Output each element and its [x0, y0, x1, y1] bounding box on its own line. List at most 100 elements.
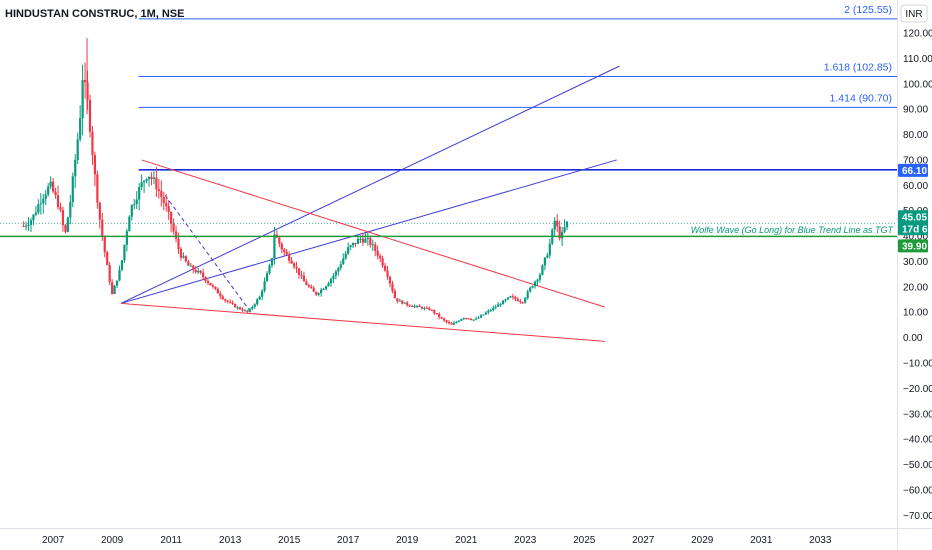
candle-body — [27, 224, 30, 226]
candle-body — [349, 245, 352, 248]
candle-body — [501, 300, 505, 305]
candle-body — [241, 309, 244, 311]
candle-body — [386, 270, 389, 277]
y-tick-label: 100.00 — [903, 79, 932, 90]
y-tick-label: 80.00 — [903, 130, 928, 141]
currency-box[interactable] — [900, 4, 928, 23]
candle-body — [140, 182, 143, 188]
y-tick-label: 110.00 — [903, 54, 932, 65]
candle-body — [351, 242, 355, 246]
dashed-trend-line — [164, 195, 252, 313]
candle-body — [157, 189, 160, 191]
candle-body — [204, 277, 207, 282]
y-tick-label: −50.00 — [903, 460, 932, 471]
candle-body — [430, 309, 433, 311]
x-tick-label: 2017 — [337, 535, 360, 546]
candle-body — [460, 319, 463, 321]
candle-body — [312, 288, 315, 292]
price-badge-label: 66.10 — [902, 166, 927, 177]
candle-body — [413, 306, 416, 308]
candle-body — [59, 207, 62, 211]
candle-body — [295, 266, 298, 269]
wolfe-annotation: Wolfe Wave (Go Long) for Blue Trend Line… — [691, 225, 895, 235]
candle-body — [393, 291, 396, 299]
candle-body — [492, 307, 495, 310]
candle-body — [273, 234, 276, 259]
candle-body — [297, 268, 301, 275]
candle-body — [246, 310, 249, 312]
candle-body — [182, 256, 185, 258]
price-badge-bg — [898, 239, 928, 253]
candle-body — [211, 285, 215, 287]
candle-body — [474, 318, 478, 320]
candle-body — [310, 286, 313, 289]
candle-body — [452, 322, 456, 325]
candle-body — [398, 300, 401, 302]
candle-body — [548, 243, 551, 256]
candle-body — [34, 212, 37, 215]
candle-body — [529, 287, 532, 292]
candle-body — [494, 306, 497, 308]
price-badge-label: 17d 6h — [902, 224, 932, 235]
candle-body — [98, 202, 101, 220]
candle-body — [465, 318, 468, 320]
candle-body — [408, 305, 411, 307]
candle-body — [49, 181, 52, 187]
candle-body — [369, 237, 372, 245]
candle-body — [88, 99, 92, 132]
candle-body — [29, 220, 33, 225]
candle-body — [177, 238, 180, 250]
candle-body — [81, 80, 84, 119]
price-badge-bg — [898, 163, 928, 177]
price-badge-label: 45.05 — [902, 212, 927, 223]
candle-body — [415, 305, 419, 307]
candle-series — [22, 38, 569, 325]
candle-body — [216, 288, 219, 294]
x-tick-label: 2033 — [809, 535, 832, 546]
candle-body — [440, 317, 443, 319]
candle-body — [354, 242, 357, 244]
y-tick-label: 10.00 — [903, 308, 928, 319]
candle-body — [305, 281, 308, 286]
candle-body — [533, 281, 537, 287]
candle-body — [179, 249, 183, 258]
candle-body — [526, 291, 529, 299]
candle-body — [519, 301, 522, 303]
candle-body — [290, 260, 293, 264]
candle-body — [379, 255, 382, 259]
x-tick-label: 2021 — [455, 535, 478, 546]
candle-body — [253, 304, 256, 307]
x-tick-label: 2023 — [514, 535, 537, 546]
candle-body — [403, 302, 406, 304]
candle-body — [214, 286, 217, 289]
candle-body — [172, 223, 175, 232]
candle-body — [418, 305, 421, 307]
candle-body — [233, 303, 237, 308]
candle-body — [280, 243, 283, 250]
candle-body — [556, 220, 559, 227]
candle-body — [54, 191, 57, 196]
candle-body — [536, 279, 539, 282]
candle-body — [442, 318, 446, 321]
candle-body — [236, 307, 239, 309]
candle-body — [93, 154, 97, 175]
candle-body — [315, 291, 318, 295]
candle-body — [531, 286, 534, 288]
candle-body — [42, 198, 45, 204]
candle-body — [428, 307, 431, 310]
candle-body — [283, 249, 286, 253]
candle-body — [487, 310, 490, 313]
candle-body — [425, 307, 428, 309]
y-tick-label: −30.00 — [903, 409, 932, 420]
y-tick-label: 30.00 — [903, 257, 928, 268]
candle-body — [265, 273, 269, 282]
candle-body — [327, 283, 330, 287]
candle-body — [150, 176, 153, 179]
candle-body — [152, 177, 156, 179]
candle-body — [307, 285, 310, 287]
candle-body — [516, 299, 519, 302]
candle-body — [74, 159, 77, 177]
candle-body — [447, 321, 451, 324]
candle-body — [66, 217, 69, 232]
